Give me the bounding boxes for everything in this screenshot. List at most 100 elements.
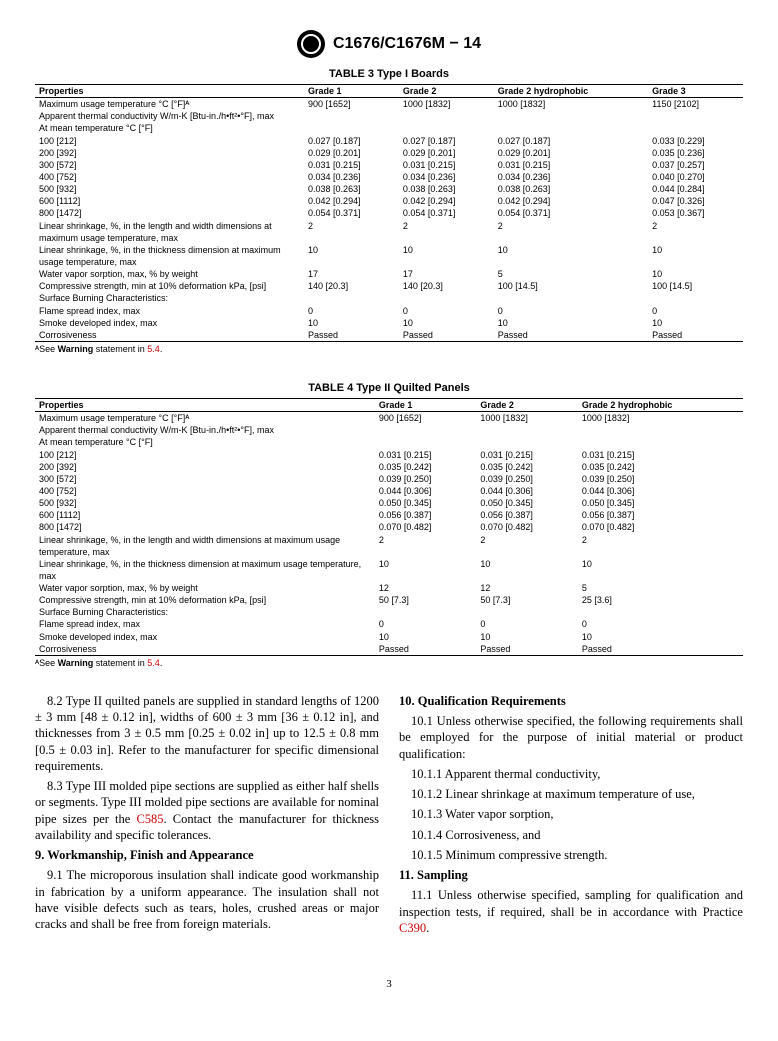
table-cell: 0.033 [0.229]: [648, 135, 743, 147]
table-cell: Passed: [476, 643, 578, 656]
table-cell: 1000 [1832]: [399, 98, 494, 111]
page-header: C1676/C1676M − 14: [35, 30, 743, 58]
ref-link[interactable]: C390: [399, 921, 426, 935]
table-row: Linear shrinkage, %, in the thickness di…: [35, 558, 743, 582]
ref-link[interactable]: C585: [136, 812, 163, 826]
table-cell: 10: [648, 268, 743, 280]
table-cell: 0: [399, 305, 494, 317]
table-cell: 100 [14.5]: [494, 280, 648, 292]
table-cell: 2: [375, 534, 477, 558]
table-cell: 10: [648, 244, 743, 268]
table4: PropertiesGrade 1Grade 2Grade 2 hydropho…: [35, 398, 743, 656]
table-cell: 10: [476, 558, 578, 582]
table-cell: 0.070 [0.482]: [578, 521, 743, 533]
footnote-link[interactable]: 5.4: [147, 344, 160, 354]
table-cell: 10: [476, 631, 578, 643]
table-cell: 0.053 [0.367]: [648, 207, 743, 219]
para-9-1: 9.1 The microporous insulation shall ind…: [35, 867, 379, 932]
table-cell: 0.044 [0.306]: [476, 485, 578, 497]
table-cell: 0.056 [0.387]: [375, 509, 477, 521]
table-cell: 0.027 [0.187]: [494, 135, 648, 147]
table-cell: 10: [578, 558, 743, 582]
table-row: 800 [1472]0.054 [0.371]0.054 [0.371]0.05…: [35, 207, 743, 219]
table-cell: 12: [375, 582, 477, 594]
table-cell: [476, 606, 578, 618]
table-cell: 17: [304, 268, 399, 280]
table-cell: 0.031 [0.215]: [494, 159, 648, 171]
table-cell: 0.034 [0.236]: [399, 171, 494, 183]
table-cell: 1000 [1832]: [578, 412, 743, 425]
table-cell: 10: [304, 244, 399, 268]
table-cell: 0.054 [0.371]: [304, 207, 399, 219]
table-cell: 10: [375, 631, 477, 643]
table-cell: 400 [752]: [35, 171, 304, 183]
footnote-link[interactable]: 5.4: [147, 658, 160, 668]
table-cell: 0.039 [0.250]: [578, 473, 743, 485]
table-row: Linear shrinkage, %, in the length and w…: [35, 220, 743, 244]
table-cell: 100 [212]: [35, 449, 375, 461]
table-cell: 0.037 [0.257]: [648, 159, 743, 171]
table-cell: 17: [399, 268, 494, 280]
table-cell: 10: [399, 244, 494, 268]
table-row: 800 [1472]0.070 [0.482]0.070 [0.482]0.07…: [35, 521, 743, 533]
table-cell: Surface Burning Characteristics:: [35, 606, 375, 618]
table-col-header: Grade 2 hydrophobic: [578, 398, 743, 411]
table-cell: 50 [7.3]: [476, 594, 578, 606]
para-10-1: 10.1 Unless otherwise specified, the fol…: [399, 713, 743, 762]
table-cell: 0.035 [0.236]: [648, 147, 743, 159]
table-col-header: Grade 1: [375, 398, 477, 411]
table-cell: [375, 436, 477, 448]
table-cell: [578, 424, 743, 436]
table-row: CorrosivenessPassedPassedPassed: [35, 643, 743, 656]
table-row: Flame spread index, max000: [35, 618, 743, 630]
body-text: 8.2 Type II quilted panels are supplied …: [35, 693, 743, 938]
table-cell: 0.042 [0.294]: [304, 195, 399, 207]
heading-9: 9. Workmanship, Finish and Appearance: [35, 847, 379, 863]
table-cell: Smoke developed index, max: [35, 631, 375, 643]
table-cell: 0.038 [0.263]: [494, 183, 648, 195]
table-cell: 0.047 [0.326]: [648, 195, 743, 207]
table-cell: 0.031 [0.215]: [578, 449, 743, 461]
heading-10: 10. Qualification Requirements: [399, 693, 743, 709]
footnote-text: ᴬSee: [35, 658, 58, 668]
table-cell: Compressive strength, min at 10% deforma…: [35, 594, 375, 606]
table-cell: [375, 606, 477, 618]
table-cell: 0.050 [0.345]: [578, 497, 743, 509]
footnote-text: .: [160, 658, 163, 668]
table-cell: 600 [1112]: [35, 195, 304, 207]
table-cell: 1000 [1832]: [494, 98, 648, 111]
table-cell: Passed: [399, 329, 494, 342]
table-cell: 800 [1472]: [35, 207, 304, 219]
table-cell: 0.034 [0.236]: [304, 171, 399, 183]
table-cell: 0.044 [0.306]: [375, 485, 477, 497]
table-cell: 0.031 [0.215]: [304, 159, 399, 171]
table-cell: 25 [3.6]: [578, 594, 743, 606]
table4-footnote: ᴬSee Warning statement in 5.4.: [35, 658, 743, 668]
table-cell: 10: [578, 631, 743, 643]
text: 11.1 Unless otherwise specified, samplin…: [399, 888, 743, 918]
table-cell: [494, 110, 648, 122]
table-cell: 0.054 [0.371]: [494, 207, 648, 219]
table-cell: 5: [494, 268, 648, 280]
table-cell: 0.070 [0.482]: [375, 521, 477, 533]
table-row: Smoke developed index, max101010: [35, 631, 743, 643]
table-cell: 140 [20.3]: [399, 280, 494, 292]
table-row: Compressive strength, min at 10% deforma…: [35, 280, 743, 292]
table-row: Surface Burning Characteristics:: [35, 606, 743, 618]
table-cell: 0.042 [0.294]: [494, 195, 648, 207]
table-row: 500 [932]0.038 [0.263]0.038 [0.263]0.038…: [35, 183, 743, 195]
table-cell: Flame spread index, max: [35, 618, 375, 630]
table-cell: 0.050 [0.345]: [375, 497, 477, 509]
table-cell: 0.035 [0.242]: [375, 461, 477, 473]
table3: PropertiesGrade 1Grade 2Grade 2 hydropho…: [35, 84, 743, 342]
table-cell: [304, 110, 399, 122]
table-cell: 0.035 [0.242]: [476, 461, 578, 473]
table-cell: [648, 122, 743, 134]
table-cell: Corrosiveness: [35, 643, 375, 656]
para-10-1-1: 10.1.1 Apparent thermal conductivity,: [399, 766, 743, 782]
footnote-warning: Warning: [58, 344, 94, 354]
footnote-text: ᴬSee: [35, 344, 58, 354]
table-row: Maximum usage temperature °C [°F]ᴬ900 [1…: [35, 98, 743, 111]
table-row: Linear shrinkage, %, in the length and w…: [35, 534, 743, 558]
table-cell: Surface Burning Characteristics:: [35, 292, 304, 304]
